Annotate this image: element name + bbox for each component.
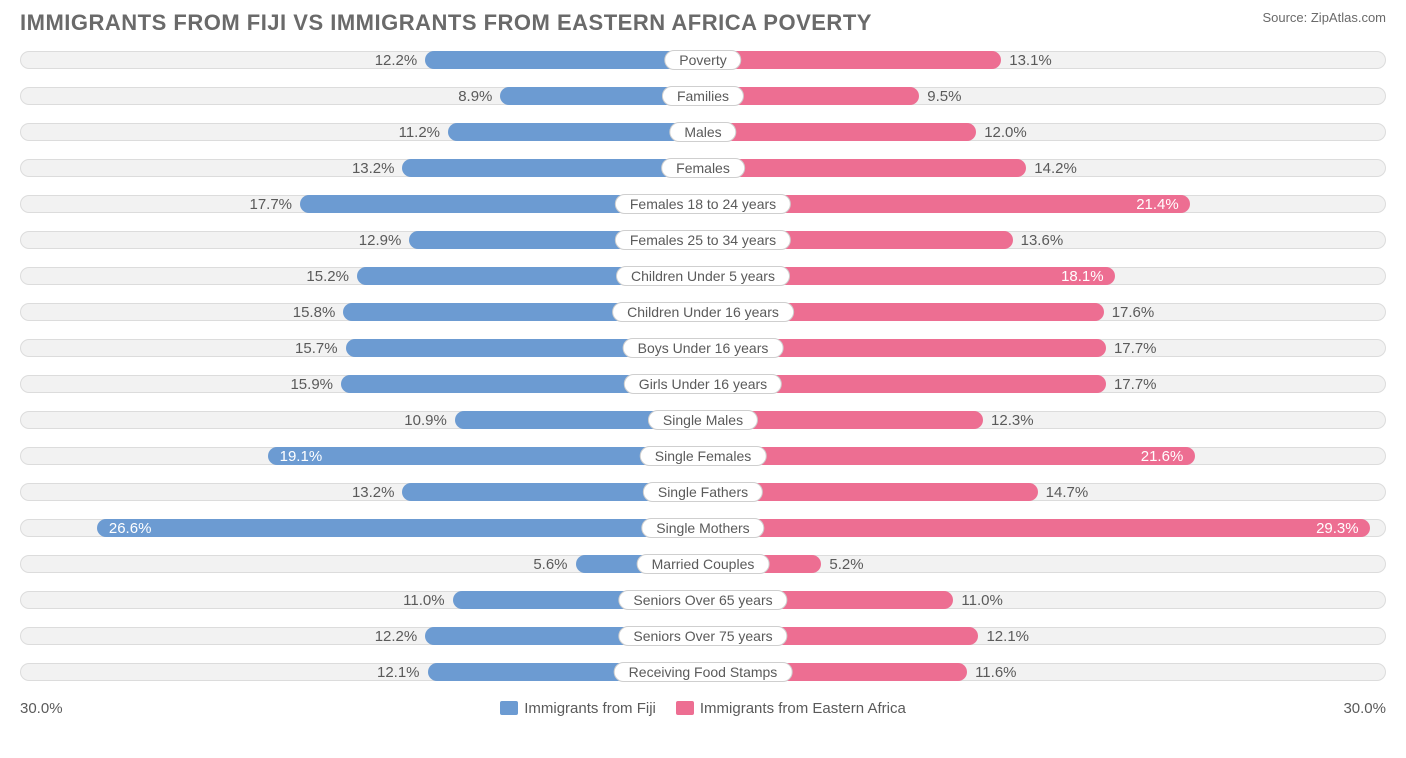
category-label: Receiving Food Stamps <box>614 662 793 682</box>
chart-title: IMMIGRANTS FROM FIJI VS IMMIGRANTS FROM … <box>20 10 872 36</box>
axis-max-left: 30.0% <box>20 700 63 717</box>
category-label: Males <box>669 122 736 142</box>
chart-row: 19.1% 21.6% Single Females <box>20 444 1386 468</box>
legend-label-right: Immigrants from Eastern Africa <box>700 700 906 717</box>
value-label-left: 12.1% <box>377 660 420 684</box>
value-label-right: 11.0% <box>961 588 1002 612</box>
category-label: Females 18 to 24 years <box>615 194 791 214</box>
value-label-left: 12.2% <box>375 624 418 648</box>
chart-row: 15.9% 17.7% Girls Under 16 years <box>20 372 1386 396</box>
chart-row: 8.9% 9.5% Families <box>20 84 1386 108</box>
category-label: Seniors Over 75 years <box>618 626 787 646</box>
value-label-right: 12.3% <box>991 408 1034 432</box>
legend-label-left: Immigrants from Fiji <box>524 700 656 717</box>
value-label-right: 14.2% <box>1034 156 1077 180</box>
category-label: Single Mothers <box>641 518 764 538</box>
value-label-left: 26.6% <box>109 516 152 540</box>
bar-left <box>268 447 703 465</box>
chart-row: 15.2% 18.1% Children Under 5 years <box>20 264 1386 288</box>
chart-row: 5.6% 5.2% Married Couples <box>20 552 1386 576</box>
value-label-right: 13.1% <box>1009 48 1052 72</box>
chart-row: 12.2% 12.1% Seniors Over 75 years <box>20 624 1386 648</box>
bar-right <box>703 447 1195 465</box>
value-label-right: 12.0% <box>984 120 1027 144</box>
axis-max-right: 30.0% <box>1343 700 1386 717</box>
bar-right <box>703 159 1026 177</box>
chart-row: 11.2% 12.0% Males <box>20 120 1386 144</box>
chart-row: 12.1% 11.6% Receiving Food Stamps <box>20 660 1386 684</box>
chart-source: Source: ZipAtlas.com <box>1262 10 1386 25</box>
category-label: Boys Under 16 years <box>623 338 784 358</box>
value-label-left: 13.2% <box>352 480 395 504</box>
category-label: Females 25 to 34 years <box>615 230 791 250</box>
category-label: Married Couples <box>637 554 770 574</box>
bar-left <box>448 123 703 141</box>
value-label-left: 15.7% <box>295 336 338 360</box>
value-label-right: 9.5% <box>927 84 961 108</box>
chart-row: 12.9% 13.6% Females 25 to 34 years <box>20 228 1386 252</box>
bar-left <box>425 51 703 69</box>
chart-row: 26.6% 29.3% Single Mothers <box>20 516 1386 540</box>
value-label-left: 11.0% <box>403 588 444 612</box>
chart-footer: 30.0% Immigrants from Fiji Immigrants fr… <box>20 696 1386 720</box>
value-label-left: 15.8% <box>293 300 336 324</box>
value-label-right: 11.6% <box>975 660 1016 684</box>
value-label-right: 18.1% <box>1061 264 1104 288</box>
chart-row: 13.2% 14.2% Females <box>20 156 1386 180</box>
value-label-right: 13.6% <box>1021 228 1064 252</box>
bar-left <box>402 159 703 177</box>
value-label-right: 29.3% <box>1316 516 1359 540</box>
value-label-left: 17.7% <box>249 192 292 216</box>
category-label: Single Fathers <box>643 482 763 502</box>
value-label-left: 15.9% <box>290 372 333 396</box>
legend-swatch-left <box>500 701 518 715</box>
value-label-right: 12.1% <box>986 624 1029 648</box>
legend-swatch-right <box>676 701 694 715</box>
value-label-left: 19.1% <box>280 444 323 468</box>
category-label: Families <box>662 86 744 106</box>
value-label-right: 21.4% <box>1136 192 1179 216</box>
value-label-left: 12.9% <box>359 228 402 252</box>
bar-right <box>703 519 1370 537</box>
chart-row: 13.2% 14.7% Single Fathers <box>20 480 1386 504</box>
chart-row: 15.8% 17.6% Children Under 16 years <box>20 300 1386 324</box>
value-label-left: 15.2% <box>306 264 349 288</box>
value-label-left: 8.9% <box>458 84 492 108</box>
value-label-left: 12.2% <box>375 48 418 72</box>
chart-row: 17.7% 21.4% Females 18 to 24 years <box>20 192 1386 216</box>
category-label: Females <box>661 158 745 178</box>
category-label: Girls Under 16 years <box>624 374 782 394</box>
category-label: Single Males <box>648 410 758 430</box>
value-label-left: 11.2% <box>399 120 440 144</box>
value-label-left: 5.6% <box>533 552 567 576</box>
chart-row: 12.2% 13.1% Poverty <box>20 48 1386 72</box>
value-label-right: 14.7% <box>1046 480 1089 504</box>
bar-left <box>97 519 703 537</box>
value-label-right: 5.2% <box>829 552 863 576</box>
category-label: Seniors Over 65 years <box>618 590 787 610</box>
chart-row: 10.9% 12.3% Single Males <box>20 408 1386 432</box>
bar-right <box>703 123 976 141</box>
category-label: Poverty <box>664 50 741 70</box>
legend-item-right: Immigrants from Eastern Africa <box>676 700 906 717</box>
legend-item-left: Immigrants from Fiji <box>500 700 656 717</box>
chart-row: 11.0% 11.0% Seniors Over 65 years <box>20 588 1386 612</box>
category-label: Single Females <box>640 446 767 466</box>
value-label-right: 17.7% <box>1114 336 1157 360</box>
category-label: Children Under 5 years <box>616 266 790 286</box>
value-label-right: 17.6% <box>1112 300 1155 324</box>
diverging-bar-chart: 12.2% 13.1% Poverty 8.9% 9.5% Families 11.2% 12… <box>20 48 1386 684</box>
chart-header: IMMIGRANTS FROM FIJI VS IMMIGRANTS FROM … <box>20 10 1386 36</box>
legend: Immigrants from Fiji Immigrants from Eas… <box>500 700 906 717</box>
value-label-left: 13.2% <box>352 156 395 180</box>
chart-row: 15.7% 17.7% Boys Under 16 years <box>20 336 1386 360</box>
value-label-right: 21.6% <box>1141 444 1184 468</box>
bar-right <box>703 51 1001 69</box>
category-label: Children Under 16 years <box>612 302 794 322</box>
value-label-left: 10.9% <box>404 408 447 432</box>
value-label-right: 17.7% <box>1114 372 1157 396</box>
